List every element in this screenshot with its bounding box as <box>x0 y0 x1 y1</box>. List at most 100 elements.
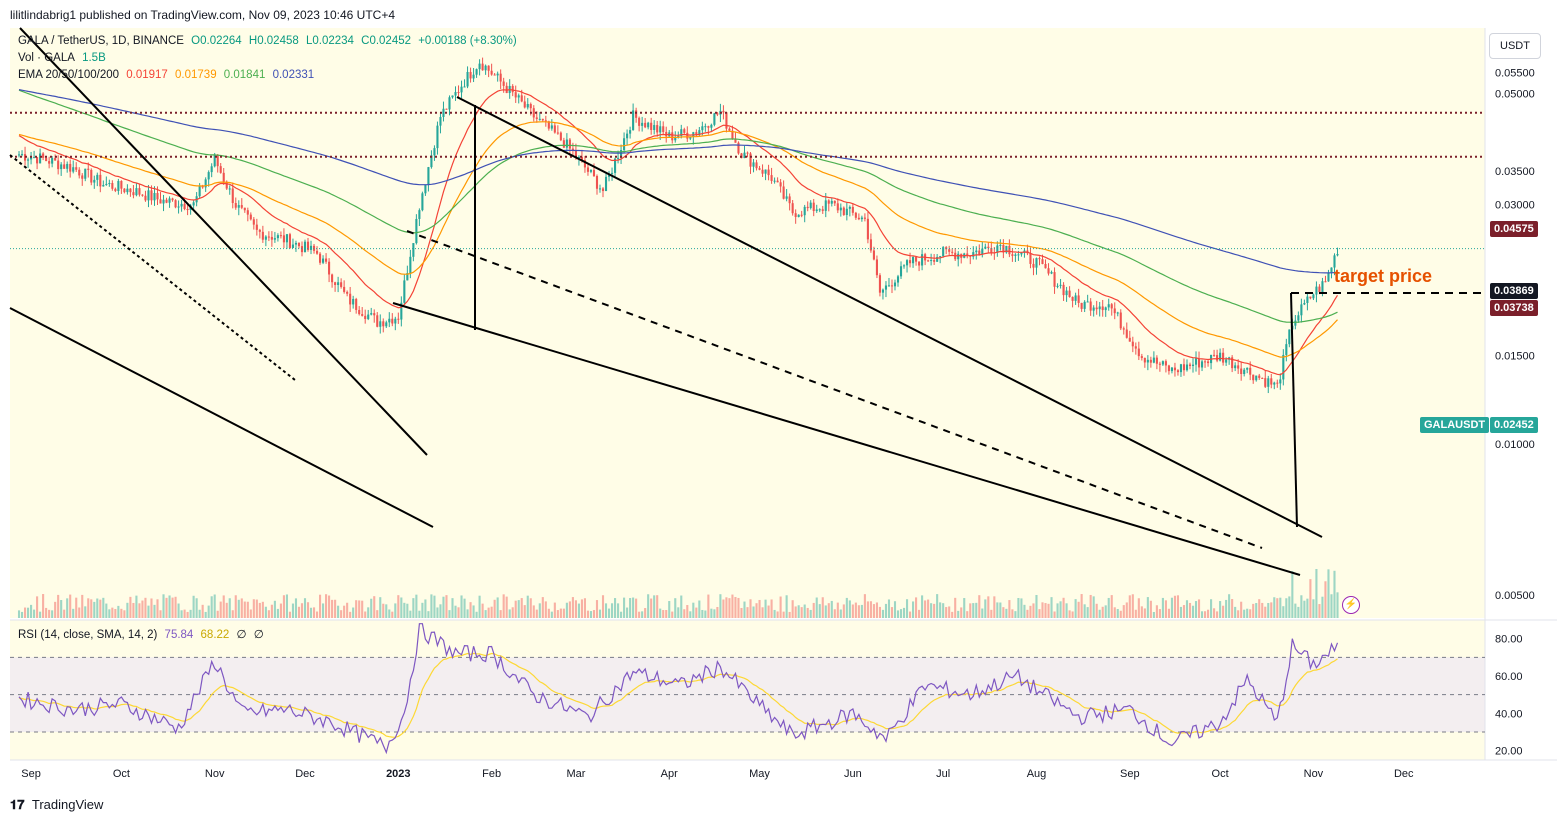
candle-body <box>409 256 412 274</box>
symbol-title[interactable]: GALA / TetherUS, 1D, BINANCE <box>18 35 184 47</box>
time-tick-label: Sep <box>21 768 41 780</box>
volume-bar <box>457 607 460 618</box>
candle-body <box>412 243 415 257</box>
volume-bar <box>704 610 707 618</box>
volume-bar <box>966 611 969 618</box>
volume-bar <box>933 603 936 618</box>
volume-bar <box>824 605 827 618</box>
candle-body <box>996 245 999 253</box>
volume-bar <box>231 610 234 618</box>
volume-bar <box>613 598 617 618</box>
volume-bar <box>1098 609 1101 618</box>
volume-bar <box>1213 608 1216 618</box>
candle-body <box>884 285 888 290</box>
volume-bar <box>1062 597 1065 618</box>
candle-body <box>707 126 710 128</box>
volume-bar <box>1291 571 1294 618</box>
volume-bar <box>1219 601 1222 618</box>
target-pole-line <box>1290 292 1298 528</box>
candle-body <box>156 192 159 200</box>
candle-body <box>574 150 577 158</box>
candle-body <box>620 150 623 158</box>
volume-bar <box>845 597 848 618</box>
lightning-icon[interactable]: ⚡ <box>1342 596 1360 614</box>
volume-label[interactable]: Vol · GALA <box>18 52 75 64</box>
volume-bar <box>364 611 367 618</box>
candle-body <box>592 170 596 177</box>
candle-body <box>1231 357 1234 369</box>
volume-bar <box>725 597 728 618</box>
volume-bar <box>30 604 33 618</box>
candle-body <box>246 210 249 215</box>
volume-bar <box>376 610 379 618</box>
candle-body <box>918 261 921 266</box>
candle-body <box>598 188 602 190</box>
volume-bar <box>505 596 508 618</box>
volume-bar <box>90 599 93 618</box>
volume-bar <box>1276 598 1279 618</box>
footer-brand[interactable]: 𝟏𝟕 TradingView <box>10 797 103 813</box>
candle-body <box>589 170 593 172</box>
candle-body <box>1053 272 1056 287</box>
volume-bar <box>863 594 866 618</box>
volume-bar <box>607 608 611 618</box>
candle-body <box>887 285 891 287</box>
trendline-dotted <box>9 154 296 381</box>
currency-unit-button[interactable]: USDT <box>1489 33 1541 59</box>
candle-body <box>457 92 460 94</box>
volume-bar <box>1306 598 1309 618</box>
volume-bar <box>168 595 171 618</box>
candle-body <box>1131 341 1134 347</box>
volume-bar <box>469 602 472 618</box>
volume-bar <box>1173 595 1177 618</box>
volume-bar <box>866 601 869 618</box>
rsi-label[interactable]: RSI (14, close, SMA, 14, 2) <box>18 629 158 641</box>
volume-bar <box>839 609 842 618</box>
candle-body <box>177 206 180 208</box>
candle-body <box>1330 267 1333 273</box>
volume-bar <box>171 597 174 618</box>
candle-body <box>361 314 364 316</box>
candle-body <box>1182 364 1186 371</box>
volume-bar <box>409 610 412 618</box>
volume-bar <box>397 595 400 618</box>
volume-bar <box>1312 599 1315 618</box>
volume-bar <box>942 603 945 618</box>
time-tick-label: 2023 <box>386 768 410 780</box>
candle-body <box>680 129 683 136</box>
candle-body <box>45 157 48 162</box>
tradingview-logo-icon: 𝟏𝟕 <box>10 797 25 812</box>
volume-bar <box>647 594 650 618</box>
candle-body <box>1336 254 1339 256</box>
candle-body <box>559 132 562 141</box>
candle-body <box>72 167 75 172</box>
volume-bar <box>186 611 189 618</box>
candle-body <box>1249 367 1252 375</box>
volume-bar <box>306 602 310 618</box>
volume-bar <box>502 594 505 618</box>
volume-bar <box>930 603 933 618</box>
volume-bar <box>553 602 556 618</box>
candle-body <box>1089 301 1092 311</box>
volume-bar <box>490 606 493 618</box>
volume-bar <box>713 609 716 618</box>
volume-bar <box>322 603 325 618</box>
volume-bar <box>303 598 307 618</box>
volume-bar <box>42 594 45 618</box>
price-tick-label: 0.05000 <box>1495 88 1535 100</box>
candle-body <box>129 188 132 193</box>
volume-bar <box>538 603 541 618</box>
volume-bar <box>129 596 132 618</box>
volume-bar <box>1053 611 1056 618</box>
candle-body <box>1137 348 1140 357</box>
candle-body <box>755 162 758 169</box>
volume-bar <box>421 602 424 618</box>
volume-bar <box>228 598 231 618</box>
volume-bar <box>1194 601 1198 618</box>
candle-body <box>36 157 39 164</box>
ema-label[interactable]: EMA 20/50/100/200 <box>18 69 120 81</box>
volume-bar <box>135 595 138 618</box>
volume-bar <box>264 606 267 618</box>
volume-bar <box>999 602 1002 618</box>
